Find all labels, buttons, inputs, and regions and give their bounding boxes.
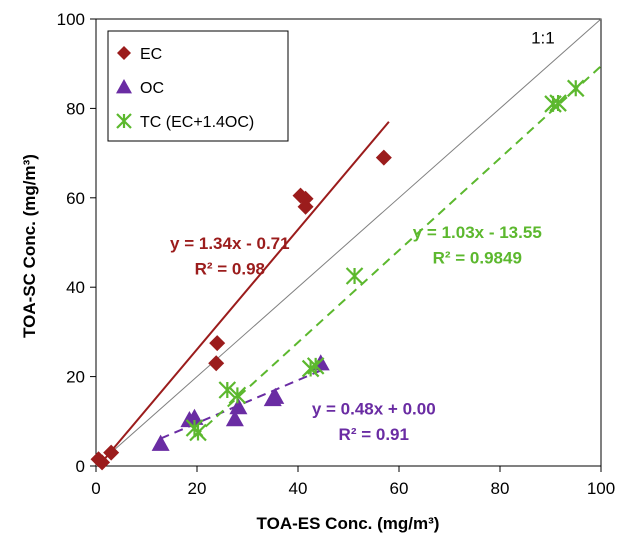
equation-labels: y = 1.34x - 0.71 R² = 0.98 y = 0.48x + 0.0… <box>170 223 542 444</box>
data-point-triangle <box>151 434 170 451</box>
legend-entry-label: EC <box>140 46 162 63</box>
plot-border <box>95 18 602 467</box>
data-point-triangle <box>116 79 132 94</box>
data-point-diamond <box>297 190 314 207</box>
fit-r2-label: R² = 0.98 <box>195 260 265 279</box>
data-point-triangle <box>225 410 244 427</box>
reference-line-group: 1:1 <box>95 18 602 467</box>
fit-line <box>193 65 602 438</box>
fit-equation-label: y = 1.34x - 0.71 <box>170 234 290 253</box>
data-point-asterisk <box>345 267 364 285</box>
y-tick-label: 0 <box>76 457 85 476</box>
plot-area <box>95 18 602 467</box>
data-points-group <box>90 79 585 471</box>
x-tick-label: 0 <box>91 479 100 498</box>
x-tick-label: 40 <box>289 479 308 498</box>
data-point-diamond <box>94 454 111 471</box>
x-axis-title: TOA-ES Conc. (mg/m³) <box>257 514 440 533</box>
data-point-asterisk <box>306 357 325 375</box>
y-axis-title: TOA-SC Conc. (mg/m³) <box>20 154 39 338</box>
y-tick-label: 60 <box>66 189 85 208</box>
data-point-triangle <box>266 387 285 404</box>
y-tick-label: 100 <box>57 10 85 29</box>
data-point-asterisk <box>549 94 567 112</box>
data-point-diamond <box>297 198 314 215</box>
y-tick-label: 40 <box>66 278 85 297</box>
fit-equation-label: y = 0.48x + 0.00 <box>312 400 436 419</box>
data-point-asterisk <box>189 423 207 442</box>
fit-equation-label: y = 1.03x - 13.55 <box>413 223 542 242</box>
x-tick-label: 100 <box>587 479 615 498</box>
fit-lines-group <box>97 65 602 467</box>
legend: EC OC TC (EC+1.4OC) <box>107 30 289 142</box>
data-point-diamond <box>103 444 120 461</box>
data-point-triangle <box>229 397 248 415</box>
data-point-asterisk <box>228 386 247 405</box>
y-tick-label: 80 <box>66 99 85 118</box>
legend-entry-label: OC <box>140 80 164 97</box>
data-point-triangle <box>185 408 204 425</box>
data-point-diamond <box>117 46 131 60</box>
x-tick-label: 60 <box>390 479 409 498</box>
x-tick-label: 20 <box>188 479 207 498</box>
data-point-diamond <box>375 149 392 166</box>
data-point-asterisk <box>218 381 237 399</box>
data-point-asterisk <box>566 79 585 98</box>
y-tick-label: 20 <box>66 368 85 387</box>
fit-line <box>97 121 390 467</box>
data-point-diamond <box>209 335 226 352</box>
fit-r2-label: R² = 0.9849 <box>433 249 522 268</box>
fit-r2-label: R² = 0.91 <box>339 425 409 444</box>
legend-entry-label: TC (EC+1.4OC) <box>140 114 254 131</box>
data-point-asterisk <box>116 113 132 129</box>
axes-group: 0 20 40 60 80 100 0 20 40 60 80 100 <box>57 10 616 498</box>
one-to-one-line <box>95 18 602 467</box>
x-tick-label: 80 <box>491 479 510 498</box>
one-to-one-label: 1:1 <box>531 29 555 48</box>
legend-box <box>107 30 289 142</box>
data-point-diamond <box>208 355 225 372</box>
